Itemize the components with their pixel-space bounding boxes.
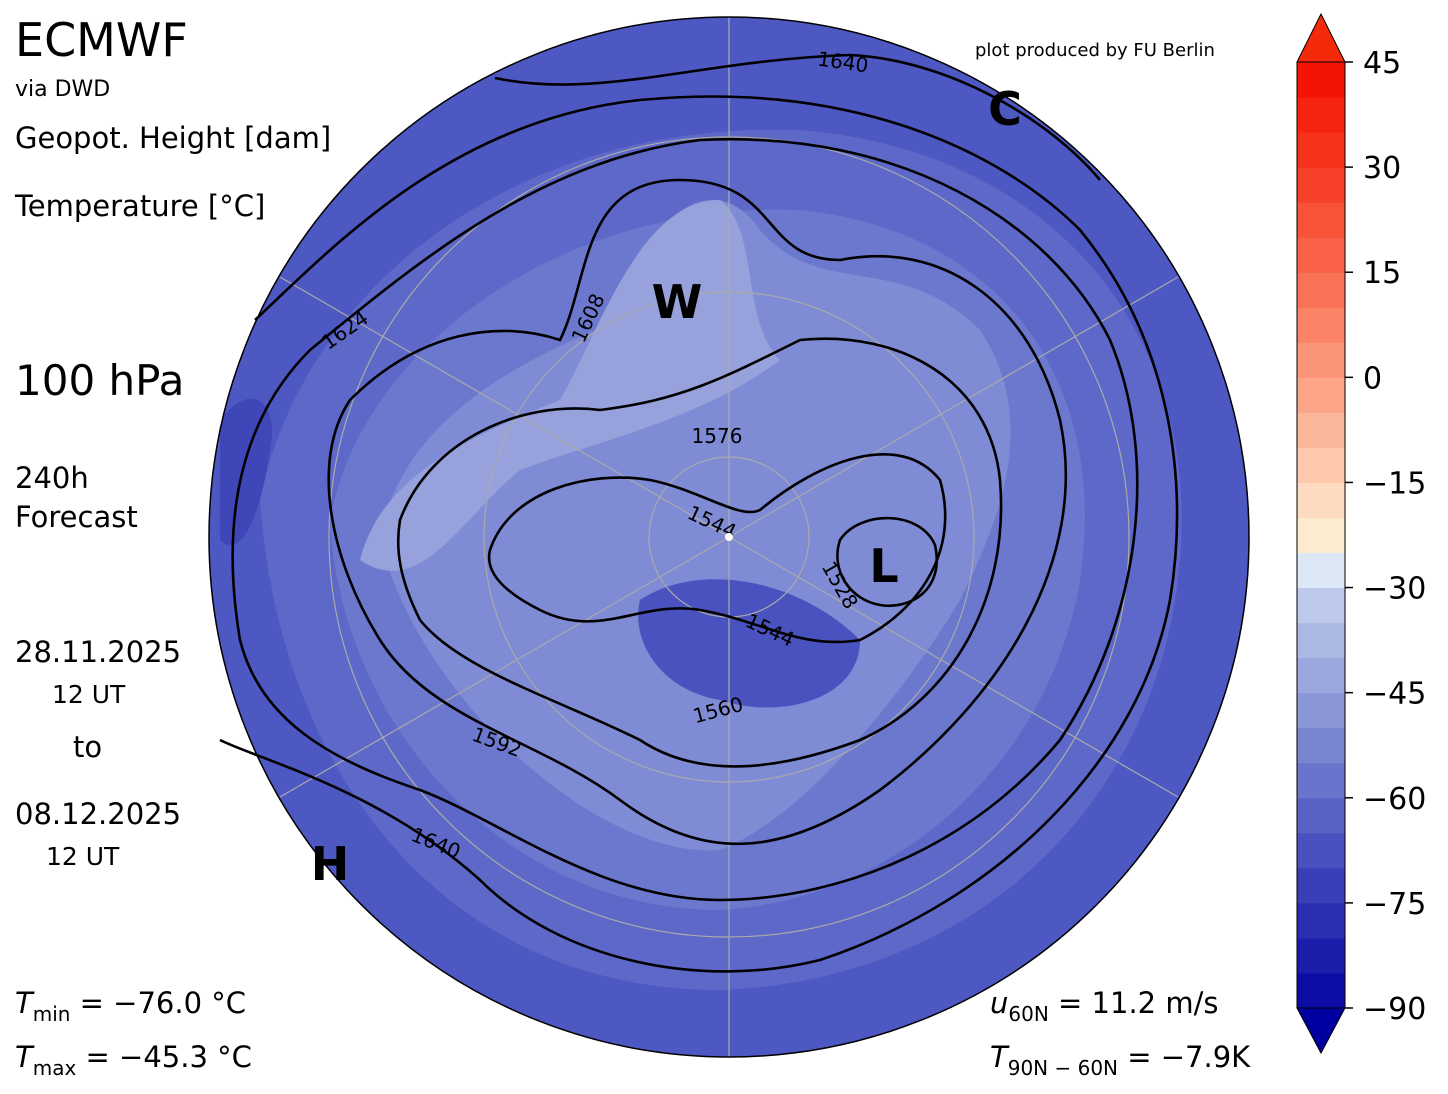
colorbar-tick-label: 45 (1363, 46, 1401, 81)
contours (219, 53, 1179, 973)
colorbar-band (1297, 587, 1345, 624)
colorbar-frame (1296, 61, 1346, 1009)
colorbar-band (1297, 937, 1345, 974)
lead: 240h (15, 461, 89, 495)
stat: Tmin = −76.0 °C (15, 986, 246, 1026)
stat: u60N = 11.2 m/s (990, 986, 1218, 1026)
pressure-marker: H (311, 837, 350, 891)
colorbar-tick-label: −15 (1363, 466, 1426, 501)
colorbar-band (1297, 762, 1345, 799)
field: Geopot. Height [dam] (15, 121, 331, 155)
title: ECMWF (15, 13, 188, 67)
time: 12 UT (52, 680, 126, 709)
pole (725, 533, 733, 541)
colorbar-tick-label: 0 (1363, 361, 1382, 396)
colorbar-band (1297, 412, 1345, 448)
lead: Forecast (15, 500, 138, 534)
colorbar-tick-label: −60 (1363, 782, 1426, 817)
level: 100 hPa (15, 356, 184, 405)
colorbar-band (1297, 167, 1345, 203)
pressure-marker: C (988, 82, 1022, 136)
stat-sub: min (33, 1002, 71, 1026)
colorbar-band (1297, 237, 1345, 273)
colorbar-tick-label: 30 (1363, 151, 1401, 186)
stat-sub: 60N (1008, 1002, 1048, 1026)
colorbar-tick-label: −90 (1363, 992, 1426, 1027)
colorbar-band (1297, 272, 1345, 308)
colorbar-band (1297, 692, 1345, 729)
colorbar-tick-label: −45 (1363, 677, 1426, 712)
to: to (73, 730, 102, 764)
colorbar: −90 −75 −60 −45 −30 −15 0 15 30 45 (1296, 12, 1426, 1055)
stat-value: = −7.9K (1118, 1040, 1251, 1074)
contour-label: 1576 (692, 424, 743, 448)
stat-value: = −45.3 °C (76, 1040, 252, 1074)
stat-symbol: u (990, 986, 1008, 1020)
stat: T90N − 60N = −7.9K (990, 1040, 1251, 1080)
colorbar-band (1297, 727, 1345, 764)
colorbar-band (1297, 482, 1345, 518)
colorbar-band (1297, 62, 1345, 98)
colorbar-band (1297, 517, 1345, 554)
colorbar-tick-label: −75 (1363, 887, 1426, 922)
field: Temperature [°C] (14, 189, 265, 223)
stat-value: = 11.2 m/s (1049, 986, 1219, 1020)
colorbar-tick-label: 15 (1363, 256, 1401, 291)
colorbar-band (1297, 447, 1345, 483)
map-border (208, 16, 1250, 1058)
stat-symbol: T (15, 986, 35, 1020)
colorbar-band (1297, 797, 1345, 834)
source: via DWD (15, 77, 110, 102)
colorbar-band (1297, 307, 1345, 343)
stat-symbol: T (15, 1040, 35, 1074)
colorbar-band (1297, 552, 1345, 589)
stat-symbol: T (990, 1040, 1010, 1074)
colorbar-extend (1296, 1007, 1346, 1055)
date: 08.12.2025 (15, 797, 181, 831)
colorbar-band (1297, 657, 1345, 694)
colorbar-band (1297, 832, 1345, 869)
stat-value: = −76.0 °C (70, 986, 246, 1020)
colorbar-band (1297, 972, 1345, 1009)
date: 28.11.2025 (15, 635, 181, 669)
markers: W L H C (311, 82, 1022, 891)
colorbar-extend (1296, 12, 1346, 63)
stat: Tmax = −45.3 °C (15, 1040, 252, 1080)
colorbar-band (1297, 342, 1345, 378)
colorbar-band (1297, 97, 1345, 133)
stat-sub: 90N − 60N (1008, 1056, 1118, 1080)
credit: plot produced by FU Berlin (975, 40, 1215, 61)
colorbar-tick-label: −30 (1363, 572, 1426, 607)
colorbar-band (1297, 867, 1345, 904)
colorbar-band (1297, 202, 1345, 238)
time: 12 UT (46, 842, 120, 871)
colorbar-band (1297, 622, 1345, 659)
colorbar-band (1297, 902, 1345, 939)
pressure-marker: L (869, 539, 898, 593)
colorbar-band (1297, 132, 1345, 168)
stat-sub: max (33, 1056, 77, 1080)
pressure-marker: W (652, 275, 703, 329)
colorbar-band (1297, 377, 1345, 413)
